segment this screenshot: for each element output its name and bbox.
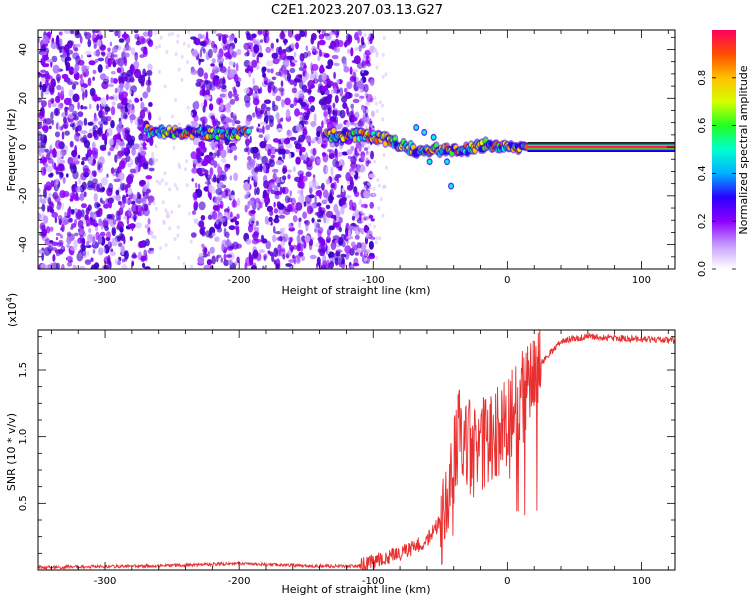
spectrogram-x-axis-label: Height of straight line (km) (281, 284, 430, 297)
snr-x-axis-label: Height of straight line (km) (281, 583, 430, 596)
x-tick-label: -300 (94, 576, 117, 587)
x-tick-label: -300 (94, 275, 117, 286)
colorbar: 0.0 0.2 0.4 0.6 0.8 Normalized spectral ampl… (697, 30, 750, 277)
colorbar-gradient (712, 30, 736, 269)
colorbar-label: Normalized spectral amplitude (737, 65, 750, 234)
colorbar-tick-label: 0.6 (697, 118, 708, 134)
y-tick-label: 0 (18, 144, 29, 150)
snr-y-multiplier: (x104) (5, 293, 19, 327)
y-tick-label: 40 (18, 43, 29, 56)
colorbar-tick-label: 0.8 (697, 70, 708, 86)
y-tick-label: 20 (18, 92, 29, 105)
signal-ridge (143, 122, 675, 190)
x-tick-label: -200 (228, 275, 251, 286)
snr-plot-area (38, 330, 675, 570)
spectrogram-y-axis-label: Frequency (Hz) (5, 109, 18, 192)
x-tick-label: -100 (362, 275, 385, 286)
snr-axes-ticks: -300 -200 -100 0 100 0.5 1.0 1.5 (18, 330, 675, 587)
y-tick-label: 0.5 (18, 495, 29, 511)
snr-frame (37, 329, 676, 571)
colorbar-tick-label: 0.4 (697, 165, 708, 181)
x-tick-label: 100 (632, 275, 651, 286)
x-tick-label: 100 (632, 576, 651, 587)
colorbar-tick-label: 0.2 (697, 213, 708, 229)
x-tick-label: 0 (504, 576, 510, 587)
y-tick-label: -20 (18, 188, 29, 204)
y-tick-label: -40 (18, 236, 29, 252)
x-tick-label: -100 (362, 576, 385, 587)
snr-panel: -300 -200 -100 0 100 0.5 1.0 1.5 Height of stra… (5, 293, 676, 596)
x-tick-label: 0 (504, 275, 510, 286)
spectrogram-frame (37, 29, 676, 270)
figure-title: C2E1.2023.207.03.13.G27 (271, 3, 443, 18)
x-tick-label: -200 (228, 576, 251, 587)
y-tick-label: 1.5 (18, 362, 29, 378)
y-tick-label: 1.0 (18, 429, 29, 445)
snr-y-axis-label: SNR (10 * v/v) (5, 413, 18, 491)
colorbar-tick-label: 0.0 (697, 261, 708, 277)
snr-series-line (38, 330, 675, 570)
